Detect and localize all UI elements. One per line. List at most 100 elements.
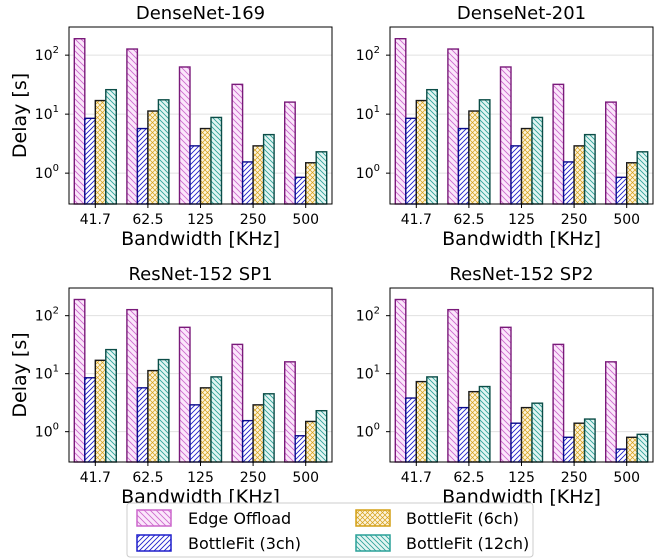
bar-bottlefit-3ch-500 (294, 435, 307, 463)
bar-bottlefit-3ch-41-7 (405, 397, 417, 463)
y-tick-label: 102 (356, 306, 380, 325)
legend: Edge Offload BottleFit (6ch) BottleFit (… (126, 502, 534, 558)
legend-label-edge-offload: Edge Offload (188, 509, 291, 528)
plot-frame (68, 26, 333, 205)
bar-bottlefit-3ch-62-5 (136, 127, 149, 205)
bar-bottlefit-6ch-250 (573, 145, 586, 205)
bar-bottlefit-3ch-125 (189, 145, 202, 205)
y-tick-label: 100 (356, 422, 380, 441)
bar-edge-offload-125 (499, 66, 512, 205)
bar-edge-offload-41-7 (394, 38, 407, 205)
bar-bottlefit-12ch-62-5 (478, 99, 491, 205)
chart-title: ResNet-152 SP2 (449, 264, 593, 285)
bar-edge-offload-250 (231, 343, 244, 463)
bar-bottlefit-12ch-250 (262, 133, 275, 205)
bar-bottlefit-6ch-41-7 (94, 359, 107, 463)
bar-bottlefit-6ch-125 (520, 406, 533, 463)
legend-label-bottlefit-3ch: BottleFit (3ch) (188, 534, 301, 553)
bar-bottlefit-3ch-125 (510, 145, 523, 205)
y-tick-label: 101 (356, 364, 380, 383)
x-tick-label: 125 (187, 470, 214, 486)
bar-bottlefit-12ch-41-7 (105, 88, 118, 205)
bar-edge-offload-62-5 (126, 308, 139, 463)
legend-swatch-bottlefit-3ch (136, 534, 172, 552)
bar-bottlefit-6ch-41-7 (415, 380, 428, 463)
y-tick-label: 101 (356, 104, 380, 123)
bar-bottlefit-6ch-500 (305, 162, 317, 205)
bar-bottlefit-6ch-500 (626, 436, 638, 463)
bar-bottlefit-12ch-250 (583, 133, 596, 205)
x-tick-label: 250 (561, 212, 588, 228)
x-tick-label: 500 (613, 212, 640, 228)
y-tick-label: 100 (35, 163, 59, 182)
bar-bottlefit-6ch-500 (305, 420, 317, 463)
panel-resnet-152-sp2: 100 101 102 41.7 62.5 125 250 500 ResNet-152 SP2… (356, 264, 654, 508)
y-axis-label: Delay [s] (9, 73, 31, 158)
legend-swatch-edge-offload (136, 509, 172, 527)
bar-bottlefit-3ch-41-7 (405, 117, 417, 205)
chart-title: ResNet-152 SP1 (128, 264, 272, 285)
bar-bottlefit-6ch-250 (252, 404, 265, 463)
bar-bottlefit-6ch-62-5 (468, 110, 481, 205)
bar-bottlefit-12ch-500 (636, 151, 649, 205)
y-tick-label: 100 (356, 163, 380, 182)
legend-swatch-bottlefit-6ch (355, 509, 391, 527)
bar-edge-offload-41-7 (73, 298, 86, 463)
plot-frame (389, 287, 654, 463)
bar-bottlefit-3ch-125 (510, 422, 523, 463)
legend-swatch-bottlefit-12ch (355, 534, 391, 552)
chart-title: DenseNet-201 (457, 3, 586, 24)
bar-edge-offload-125 (178, 326, 191, 463)
bar-edge-offload-62-5 (447, 308, 460, 463)
bar-bottlefit-6ch-500 (626, 162, 638, 205)
x-axis-label: Bandwidth [KHz] (442, 228, 601, 250)
x-tick-label: 250 (240, 212, 267, 228)
bar-bottlefit-3ch-125 (189, 404, 202, 463)
bar-bottlefit-3ch-62-5 (457, 127, 470, 205)
chart-title: DenseNet-169 (136, 3, 265, 24)
x-tick-label: 125 (508, 470, 535, 486)
x-tick-label: 41.7 (401, 212, 432, 228)
x-tick-label: 500 (292, 212, 319, 228)
bar-bottlefit-12ch-125 (210, 376, 223, 463)
bar-edge-offload-62-5 (447, 48, 460, 205)
bar-bottlefit-6ch-62-5 (468, 390, 481, 463)
x-axis-label: Bandwidth [KHz] (121, 228, 280, 250)
bar-bottlefit-6ch-62-5 (147, 369, 160, 463)
bar-bottlefit-3ch-250 (562, 436, 575, 463)
panel-densenet-169: 100 101 102 41.7 62.5 125 250 500 DenseNet-169 Ba… (9, 3, 333, 250)
x-tick-label: 250 (561, 470, 588, 486)
bar-bottlefit-6ch-41-7 (415, 99, 428, 205)
bar-bottlefit-3ch-62-5 (136, 387, 149, 463)
x-tick-label: 41.7 (401, 470, 432, 486)
y-tick-label: 101 (35, 104, 59, 123)
bar-bottlefit-6ch-125 (199, 127, 212, 205)
legend-label-bottlefit-6ch: BottleFit (6ch) (406, 509, 519, 528)
bar-bottlefit-6ch-250 (573, 422, 586, 463)
bar-edge-offload-500 (605, 101, 617, 205)
bar-bottlefit-12ch-62-5 (157, 358, 170, 463)
y-tick-label: 102 (35, 45, 59, 64)
panel-resnet-152-sp1: 100 101 102 41.7 62.5 125 250 500 ResNet-152 SP1… (9, 264, 333, 508)
bar-bottlefit-12ch-62-5 (478, 385, 491, 463)
bar-bottlefit-6ch-125 (520, 127, 533, 205)
bar-edge-offload-250 (231, 83, 244, 205)
y-tick-label: 102 (356, 45, 380, 64)
x-tick-label: 62.5 (132, 470, 163, 486)
bar-bottlefit-3ch-41-7 (84, 117, 97, 205)
bar-bottlefit-12ch-250 (583, 418, 596, 463)
plot-frame (68, 287, 333, 463)
x-tick-label: 41.7 (80, 470, 111, 486)
bar-bottlefit-6ch-41-7 (94, 99, 107, 205)
bar-edge-offload-41-7 (73, 38, 86, 205)
bar-edge-offload-41-7 (394, 298, 407, 463)
bar-edge-offload-250 (552, 83, 565, 205)
bar-bottlefit-3ch-250 (241, 161, 254, 205)
bar-bottlefit-3ch-62-5 (457, 406, 470, 463)
bar-bottlefit-3ch-500 (294, 176, 307, 205)
bar-bottlefit-12ch-500 (636, 433, 649, 463)
bar-bottlefit-3ch-500 (615, 176, 628, 205)
bar-edge-offload-500 (284, 101, 296, 205)
x-tick-label: 62.5 (453, 212, 484, 228)
bar-edge-offload-125 (178, 66, 191, 205)
